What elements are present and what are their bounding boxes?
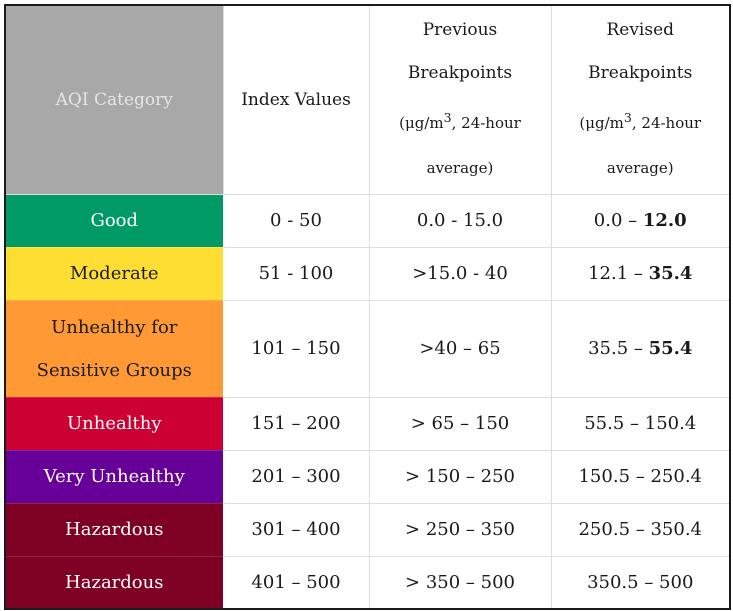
revised-cell: 0.0 – 12.0 bbox=[550, 193, 731, 248]
header-revised-line2: Breakpoints bbox=[588, 62, 693, 83]
index-cell: 101 – 150 bbox=[222, 299, 370, 398]
table-row: Good 0 - 50 0.0 - 15.0 0.0 – 12.0 bbox=[4, 193, 731, 248]
previous-cell: > 250 – 350 bbox=[368, 502, 552, 557]
header-revised-breakpoints: Revised Breakpoints (μg/m3, 24-hour aver… bbox=[550, 4, 731, 195]
header-previous-breakpoints: Previous Breakpoints (μg/m3, 24-hour ave… bbox=[368, 4, 552, 195]
category-cell: Unhealthy for Sensitive Groups bbox=[4, 299, 224, 398]
table-row: Hazardous 301 – 400 > 250 – 350 250.5 – … bbox=[4, 502, 731, 557]
table-row: Unhealthy for Sensitive Groups 101 – 150 … bbox=[4, 299, 731, 398]
header-previous-line1: Previous bbox=[422, 19, 498, 40]
table-row: Hazardous 401 – 500 > 350 – 500 350.5 – … bbox=[4, 555, 731, 610]
aqi-breakpoints-table: AQI Category Index Values Previous Break… bbox=[4, 4, 731, 610]
previous-cell: > 350 – 500 bbox=[368, 555, 552, 610]
previous-cell: > 65 – 150 bbox=[368, 396, 552, 451]
index-cell: 0 - 50 bbox=[222, 193, 370, 248]
table-row: Moderate 51 - 100 >15.0 - 40 12.1 – 35.4 bbox=[4, 246, 731, 301]
category-cell: Very Unhealthy bbox=[4, 449, 224, 504]
category-cell: Good bbox=[4, 193, 224, 248]
index-cell: 151 – 200 bbox=[222, 396, 370, 451]
category-cell: Moderate bbox=[4, 246, 224, 301]
revised-cell: 35.5 – 55.4 bbox=[550, 299, 731, 398]
header-index-values: Index Values bbox=[222, 4, 370, 195]
index-cell: 201 – 300 bbox=[222, 449, 370, 504]
header-previous-line4: average) bbox=[426, 158, 494, 177]
header-revised-line1: Revised bbox=[606, 19, 675, 40]
revised-cell: 55.5 – 150.4 bbox=[550, 396, 731, 451]
header-aqi-category: AQI Category bbox=[4, 4, 224, 195]
category-cell: Hazardous bbox=[4, 555, 224, 610]
revised-cell: 250.5 – 350.4 bbox=[550, 502, 731, 557]
index-cell: 51 - 100 bbox=[222, 246, 370, 301]
index-cell: 401 – 500 bbox=[222, 555, 370, 610]
revised-cell: 150.5 – 250.4 bbox=[550, 449, 731, 504]
index-cell: 301 – 400 bbox=[222, 502, 370, 557]
revised-cell: 350.5 – 500 bbox=[550, 555, 731, 610]
previous-cell: > 150 – 250 bbox=[368, 449, 552, 504]
header-previous-line2: Breakpoints bbox=[407, 62, 513, 83]
revised-cell: 12.1 – 35.4 bbox=[550, 246, 731, 301]
previous-cell: >15.0 - 40 bbox=[368, 246, 552, 301]
previous-cell: 0.0 - 15.0 bbox=[368, 193, 552, 248]
header-previous-unit: (μg/m3, 24-hour bbox=[399, 109, 521, 132]
table-row: Very Unhealthy 201 – 300 > 150 – 250 150… bbox=[4, 449, 731, 504]
header-row: AQI Category Index Values Previous Break… bbox=[4, 4, 731, 195]
table-row: Unhealthy 151 – 200 > 65 – 150 55.5 – 15… bbox=[4, 396, 731, 451]
header-revised-line4: average) bbox=[606, 158, 674, 177]
previous-cell: >40 – 65 bbox=[368, 299, 552, 398]
category-cell: Hazardous bbox=[4, 502, 224, 557]
header-revised-unit: (μg/m3, 24-hour bbox=[579, 109, 702, 132]
category-cell: Unhealthy bbox=[4, 396, 224, 451]
